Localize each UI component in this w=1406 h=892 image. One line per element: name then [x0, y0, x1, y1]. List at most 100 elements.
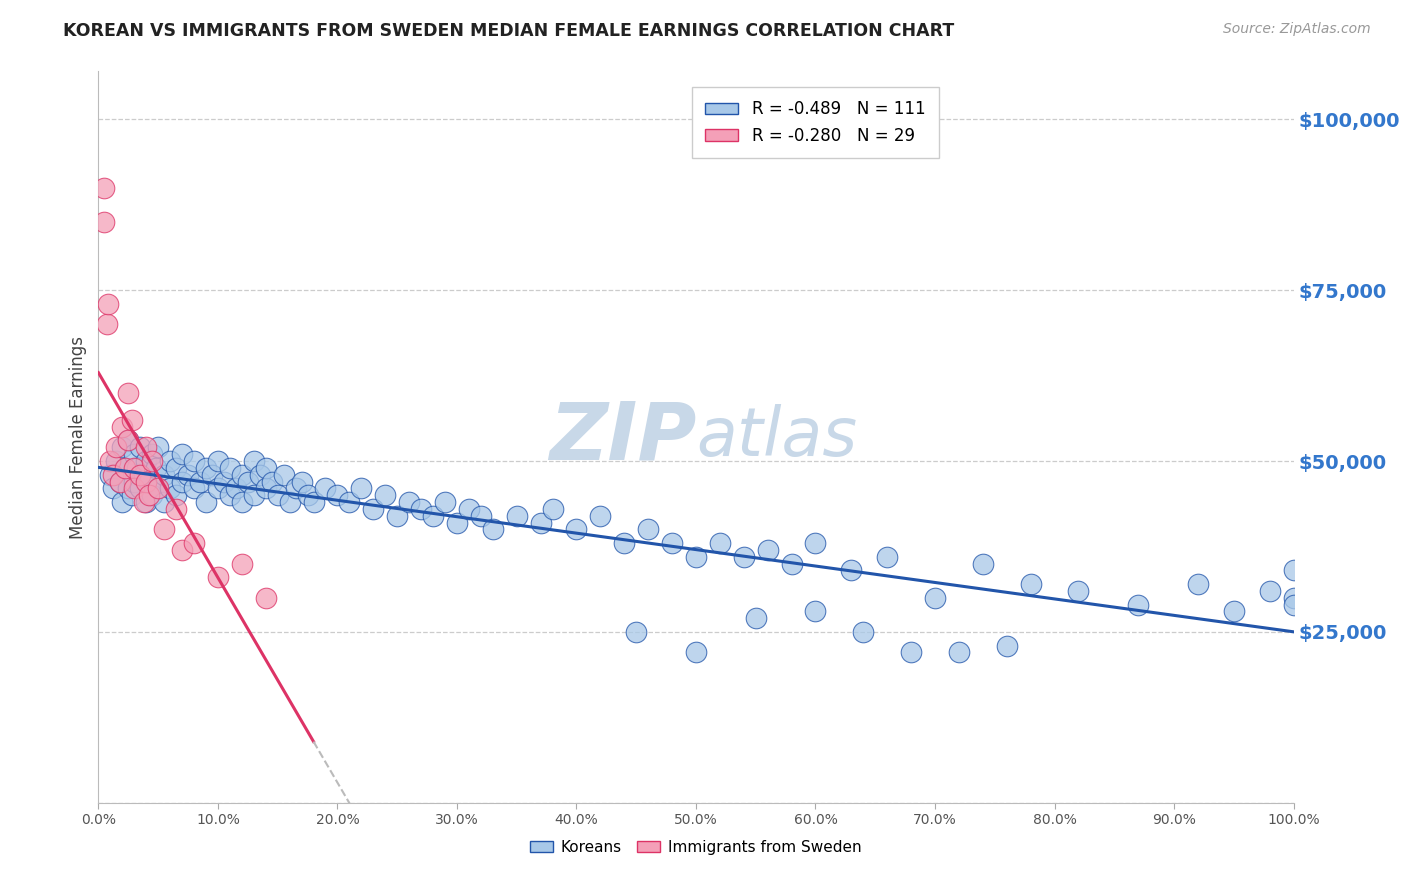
Point — [129, 467, 152, 482]
Point — [924, 591, 946, 605]
Point — [183, 454, 205, 468]
Point — [132, 495, 155, 509]
Text: Source: ZipAtlas.com: Source: ZipAtlas.com — [1223, 22, 1371, 37]
Point — [159, 481, 181, 495]
Point — [900, 645, 922, 659]
Point — [948, 645, 970, 659]
Y-axis label: Median Female Earnings: Median Female Earnings — [69, 335, 87, 539]
Point — [685, 549, 707, 564]
Point — [188, 475, 211, 489]
Point — [96, 318, 118, 332]
Point — [114, 460, 136, 475]
Point — [481, 522, 505, 536]
Point — [254, 591, 277, 605]
Point — [709, 536, 731, 550]
Point — [219, 460, 242, 475]
Point — [172, 447, 194, 461]
Point — [1019, 577, 1042, 591]
Point — [141, 454, 163, 468]
Point — [841, 563, 863, 577]
Point — [422, 508, 444, 523]
Point — [284, 481, 307, 495]
Point — [195, 460, 218, 475]
Point — [93, 215, 115, 229]
Point — [260, 475, 283, 489]
Point — [374, 488, 396, 502]
Point — [1282, 563, 1305, 577]
Point — [132, 467, 155, 482]
Point — [291, 475, 314, 489]
Point — [101, 481, 124, 495]
Point — [121, 413, 143, 427]
Point — [613, 536, 636, 550]
Point — [243, 488, 266, 502]
Point — [111, 495, 134, 509]
Point — [249, 467, 271, 482]
Point — [114, 460, 136, 475]
Point — [135, 440, 157, 454]
Point — [141, 488, 163, 502]
Point — [129, 481, 152, 495]
Point — [506, 508, 529, 523]
Point — [105, 454, 128, 468]
Point — [385, 508, 409, 523]
Point — [1128, 598, 1150, 612]
Point — [565, 522, 588, 536]
Point — [135, 495, 157, 509]
Point — [804, 536, 827, 550]
Point — [165, 460, 187, 475]
Point — [225, 481, 247, 495]
Legend: Koreans, Immigrants from Sweden: Koreans, Immigrants from Sweden — [524, 834, 868, 861]
Point — [637, 522, 659, 536]
Point — [446, 516, 468, 530]
Point — [231, 467, 253, 482]
Point — [98, 454, 122, 468]
Point — [231, 495, 253, 509]
Point — [183, 481, 205, 495]
Point — [165, 488, 187, 502]
Point — [98, 467, 122, 482]
Point — [756, 542, 779, 557]
Point — [661, 536, 683, 550]
Point — [125, 460, 148, 475]
Point — [995, 639, 1018, 653]
Point — [148, 481, 170, 495]
Point — [278, 495, 301, 509]
Point — [111, 420, 134, 434]
Point — [177, 467, 200, 482]
Point — [124, 481, 146, 495]
Point — [326, 488, 349, 502]
Point — [165, 501, 187, 516]
Point — [101, 467, 124, 482]
Point — [93, 180, 115, 194]
Point — [108, 475, 131, 489]
Point — [733, 549, 755, 564]
Point — [141, 447, 163, 461]
Point — [212, 475, 235, 489]
Point — [148, 440, 170, 454]
Point — [1258, 583, 1281, 598]
Point — [172, 542, 194, 557]
Point — [530, 516, 553, 530]
Point — [1067, 583, 1090, 598]
Point — [135, 454, 157, 468]
Point — [124, 460, 146, 475]
Point — [626, 624, 648, 639]
Point — [207, 481, 229, 495]
Point — [153, 495, 176, 509]
Point — [458, 501, 481, 516]
Point — [852, 624, 875, 639]
Point — [243, 454, 266, 468]
Point — [138, 475, 160, 489]
Point — [195, 495, 218, 509]
Point — [541, 501, 564, 516]
Point — [183, 536, 205, 550]
Point — [1282, 598, 1305, 612]
Point — [207, 570, 229, 584]
Point — [745, 611, 768, 625]
Point — [411, 501, 433, 516]
Point — [159, 454, 181, 468]
Point — [254, 481, 277, 495]
Point — [1223, 604, 1246, 618]
Point — [207, 454, 229, 468]
